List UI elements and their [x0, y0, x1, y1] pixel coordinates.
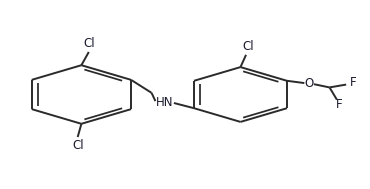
- Text: Cl: Cl: [83, 37, 95, 50]
- Text: O: O: [305, 77, 314, 90]
- Text: Cl: Cl: [72, 139, 84, 152]
- Text: Cl: Cl: [242, 40, 254, 53]
- Text: HN: HN: [156, 96, 174, 108]
- Text: F: F: [350, 76, 357, 89]
- Text: F: F: [336, 98, 342, 111]
